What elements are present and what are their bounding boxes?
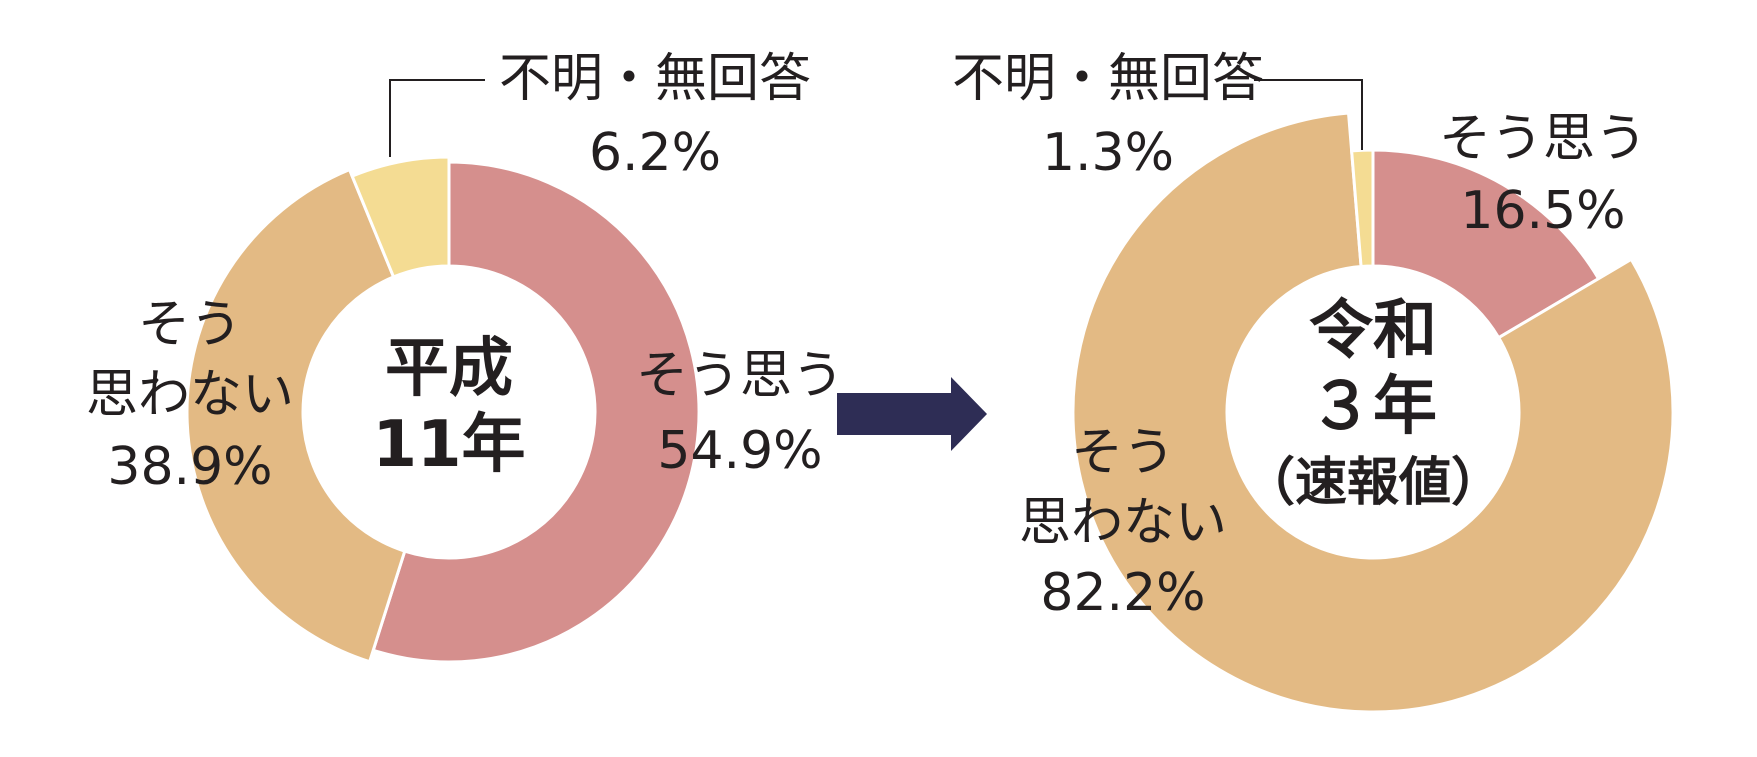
- leader-line: [1254, 79, 1363, 150]
- slice-value-label: 54.9%: [657, 421, 822, 481]
- slice-unknown: [350, 155, 451, 279]
- center-label: 平成: [385, 332, 513, 406]
- slice-label: 思わない: [86, 365, 294, 425]
- slice-value-label: 1.3%: [1042, 123, 1174, 183]
- slice-agree: [371, 160, 701, 664]
- slice-label: 思わない: [1019, 493, 1227, 553]
- transition-arrow-icon: [837, 377, 987, 451]
- slice-value-label: 16.5%: [1460, 181, 1625, 241]
- center-label: 11年: [372, 408, 525, 482]
- slice-label: そう思う: [1439, 109, 1647, 169]
- slice-disagree: [1071, 111, 1675, 714]
- center-label: ３年: [1309, 370, 1437, 444]
- arrow-shape: [837, 377, 987, 451]
- slice-label: そう: [138, 295, 242, 355]
- center-label: 令和: [1309, 294, 1437, 368]
- center-label: （速報値）: [1243, 453, 1503, 513]
- slice-label: 不明・無回答: [952, 49, 1264, 109]
- slice-disagree: [185, 167, 407, 664]
- slice-agree: [1371, 148, 1601, 340]
- slice-value-label: 6.2%: [589, 123, 721, 183]
- slice-unknown: [1350, 148, 1375, 269]
- slice-label: そう思う: [636, 346, 844, 406]
- slice-label: 不明・無回答: [499, 49, 811, 109]
- slice-value-label: 38.9%: [107, 437, 272, 497]
- slice-label: そう: [1071, 423, 1175, 483]
- slice-value-label: 82.2%: [1040, 563, 1205, 623]
- leader-line: [389, 79, 485, 157]
